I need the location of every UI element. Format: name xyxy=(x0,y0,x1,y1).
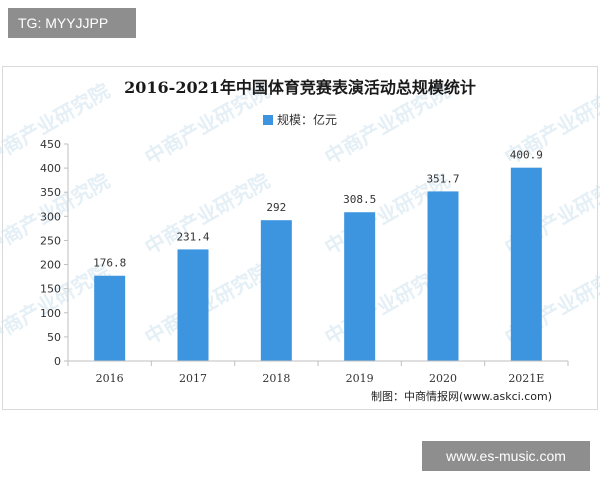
watermark-text: 中商产业研究院 xyxy=(141,169,274,260)
y-tick-label: 200 xyxy=(40,259,61,272)
y-tick-label: 50 xyxy=(47,331,61,344)
top-tag: TG: MYYJJPP xyxy=(8,8,136,38)
x-tick-label: 2018 xyxy=(262,372,290,385)
y-tick-label: 350 xyxy=(40,186,61,199)
y-axis: 0 50 100 150 200 250 300 350 400 450 xyxy=(40,138,69,368)
y-tick-label: 150 xyxy=(40,283,61,296)
x-axis: 2016 2017 2018 2019 2020 2021E xyxy=(67,360,569,385)
source-note: 制图：中商情报网(www.askci.com) xyxy=(371,389,552,403)
x-tick-label: 2021E xyxy=(508,372,544,385)
bar-2021E xyxy=(510,167,542,361)
x-tick-label: 2019 xyxy=(346,372,374,385)
bottom-tag: www.es-music.com xyxy=(422,441,590,471)
data-label: 292 xyxy=(266,201,286,214)
x-tick-label: 2017 xyxy=(179,372,207,385)
watermark-text: 中商产业研究院 xyxy=(0,79,114,170)
bar-2016 xyxy=(94,275,126,361)
bar-2017 xyxy=(177,249,209,361)
x-tick-label: 2016 xyxy=(96,372,124,385)
legend-swatch xyxy=(263,115,273,125)
data-label: 176.8 xyxy=(93,257,126,270)
y-tick-label: 400 xyxy=(40,162,61,175)
x-tick-label: 2020 xyxy=(429,372,457,385)
legend-label: 规模：亿元 xyxy=(277,112,337,127)
data-label: 308.5 xyxy=(343,193,376,206)
y-tick-label: 100 xyxy=(40,307,61,320)
y-tick-label: 450 xyxy=(40,138,61,151)
y-tick-label: 300 xyxy=(40,210,61,223)
data-labels: 176.8 231.4 292 308.5 351.7 400.9 xyxy=(93,149,543,270)
data-label: 231.4 xyxy=(176,230,209,243)
bar-2018 xyxy=(260,220,292,361)
data-label: 400.9 xyxy=(510,149,543,162)
y-tick-label: 250 xyxy=(40,234,61,247)
bar-series xyxy=(94,167,542,361)
y-tick-label: 0 xyxy=(54,355,61,368)
data-label: 351.7 xyxy=(426,172,459,185)
bar-2019 xyxy=(344,212,376,361)
chart-title: 2016-2021年中国体育竞赛表演活动总规模统计 xyxy=(124,78,476,97)
bar-2020 xyxy=(427,191,459,361)
